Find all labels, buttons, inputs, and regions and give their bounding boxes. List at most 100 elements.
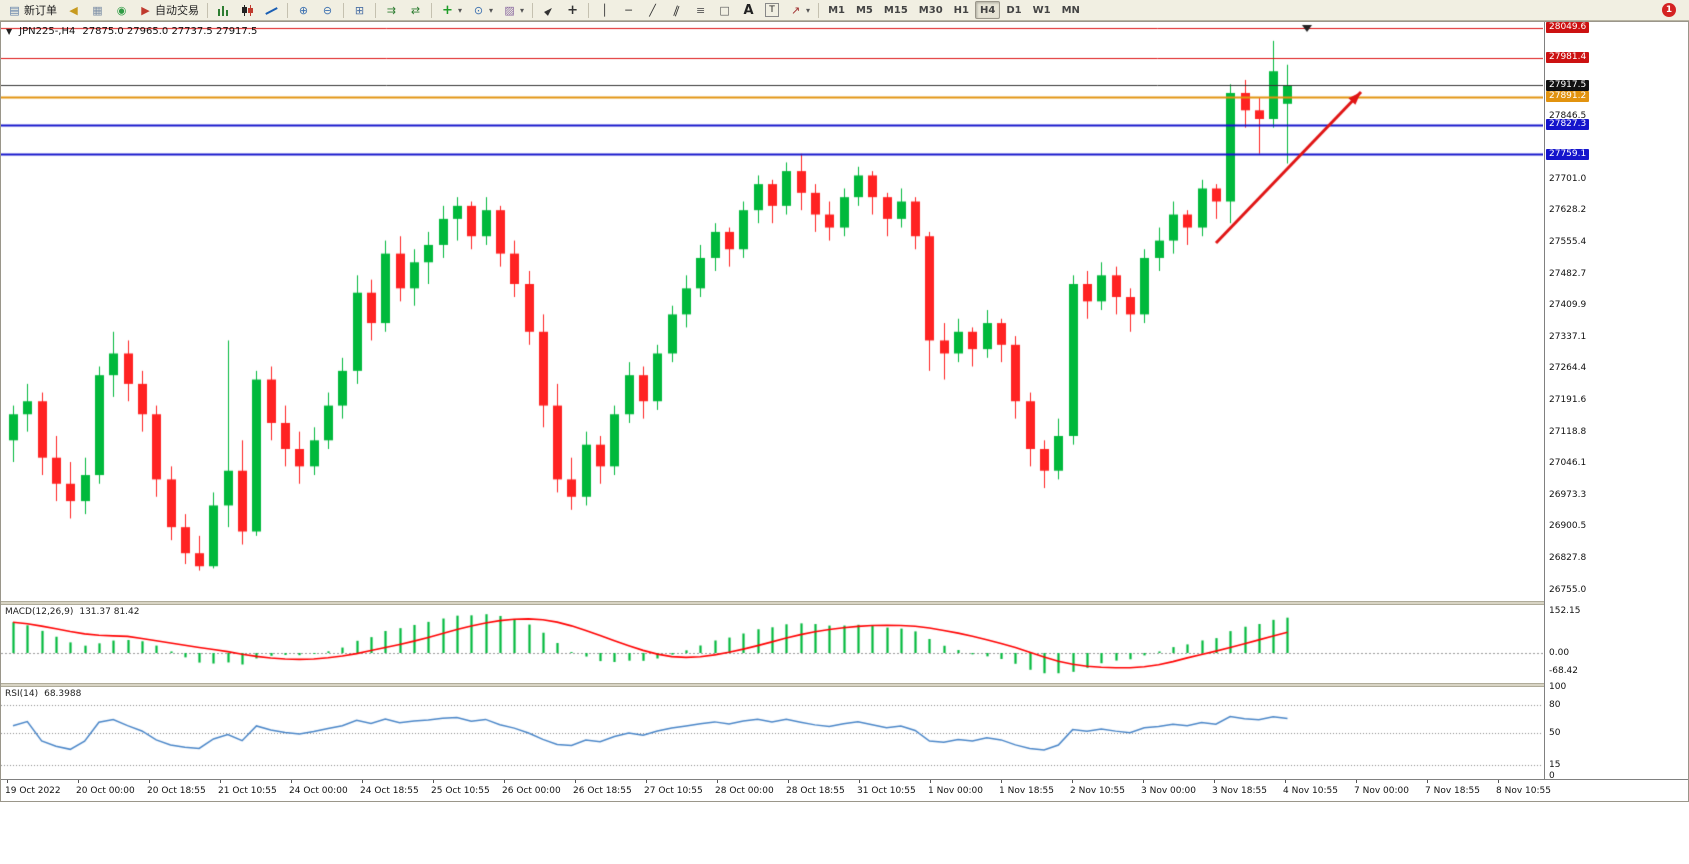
autotrading-button[interactable]: ▶ 自动交易 <box>134 1 203 19</box>
print-button[interactable]: ▦ <box>86 1 109 19</box>
notification-badge[interactable]: 1 <box>1662 3 1676 17</box>
time-tick <box>859 780 860 783</box>
new-order-button-label: 新订单 <box>24 4 57 17</box>
indicators-button[interactable]: + ▾ <box>436 1 466 19</box>
tf-m1-button[interactable]: M1 <box>823 1 850 19</box>
time-tick <box>362 780 363 783</box>
text-button[interactable]: A <box>737 1 760 19</box>
price-label: 27191.6 <box>1549 395 1587 406</box>
cursor-icon: ► <box>540 2 557 18</box>
market-watch-button[interactable]: ◉ <box>110 1 133 19</box>
time-tick <box>433 780 434 783</box>
crosshair-button[interactable]: + <box>561 1 584 19</box>
panel-splitter[interactable] <box>0 683 1689 687</box>
time-label: 3 Nov 18:55 <box>1212 786 1267 796</box>
arrows-button[interactable]: ↗ ▾ <box>784 1 814 19</box>
tf-m30-button[interactable]: M30 <box>914 1 948 19</box>
zoom-in-icon: ⊕ <box>298 3 309 17</box>
time-label: 2 Nov 10:55 <box>1070 786 1125 796</box>
macd-canvas[interactable] <box>1 605 1543 683</box>
chart-shift-button[interactable]: ⇄ <box>404 1 427 19</box>
time-axis[interactable]: 19 Oct 2022 20 Oct 00:00 20 Oct 18:55 21 Oc… <box>0 779 1689 803</box>
tf-m5-button[interactable]: M5 <box>851 1 878 19</box>
zoom-out-button[interactable]: ⊖ <box>316 1 339 19</box>
candlestick-chart-button[interactable] <box>236 1 259 19</box>
cursor-button[interactable]: ► <box>537 1 560 19</box>
chevron-down-icon: ▾ <box>489 5 494 15</box>
price-box-label: 27827.3 <box>1546 119 1590 131</box>
time-tick <box>291 780 292 783</box>
time-label: 26 Oct 00:00 <box>502 786 561 796</box>
price-label: 26973.3 <box>1549 489 1587 500</box>
macd-title: MACD(12,26,9) 131.37 81.42 <box>5 607 139 617</box>
tile-windows-icon: ⊞ <box>354 3 365 17</box>
chevron-down-icon: ▾ <box>806 5 811 15</box>
price-box-label: 27917.5 <box>1546 79 1590 91</box>
tf-m15-button[interactable]: M15 <box>879 1 913 19</box>
tf-m5-button-label: M5 <box>855 4 873 16</box>
shapes-button[interactable]: □ <box>713 1 736 19</box>
trendline-button[interactable]: ╱ <box>641 1 664 19</box>
macd-axis-label: 152.15 <box>1549 606 1581 617</box>
time-tick <box>220 780 221 783</box>
price-label: 27409.9 <box>1549 300 1587 311</box>
tf-m30-button-label: M30 <box>918 4 943 16</box>
periods-button[interactable]: ⊙ ▾ <box>467 1 497 19</box>
line-chart-button[interactable] <box>260 1 283 19</box>
rsi-axis-label: 0 <box>1549 771 1555 781</box>
main-chart-panel: JPN225-,H4 27875.0 27965.0 27737.5 27917… <box>1 22 1543 601</box>
tf-d1-button[interactable]: D1 <box>1001 1 1026 19</box>
time-tick <box>788 780 789 783</box>
price-label: 27046.1 <box>1549 458 1587 469</box>
tile-windows-button[interactable]: ⊞ <box>348 1 371 19</box>
main-chart-canvas[interactable] <box>1 22 1543 601</box>
zoom-in-button[interactable]: ⊕ <box>292 1 315 19</box>
bar-chart-button[interactable] <box>212 1 235 19</box>
time-tick <box>646 780 647 783</box>
time-tick <box>1072 780 1073 783</box>
fibonacci-button[interactable]: ≡ <box>689 1 712 19</box>
horn-icon: ◀ <box>69 3 78 17</box>
price-axis[interactable]: 26755.0 26827.8 26900.5 26973.3 27046.1 27118… <box>1544 22 1689 781</box>
tf-h1-button-label: H1 <box>953 4 969 16</box>
toolbar-separator <box>532 2 534 18</box>
new-order-button[interactable]: ▤ 新订单 <box>3 1 61 19</box>
tf-h1-button[interactable]: H1 <box>949 1 974 19</box>
time-tick <box>149 780 150 783</box>
rsi-canvas[interactable] <box>1 687 1543 779</box>
time-label: 21 Oct 10:55 <box>218 786 277 796</box>
hline-button[interactable]: ─ <box>617 1 640 19</box>
vline-icon: │ <box>601 3 608 17</box>
tf-mn-button[interactable]: MN <box>1057 1 1085 19</box>
vline-button[interactable]: │ <box>593 1 616 19</box>
line-chart-icon <box>264 3 279 18</box>
time-label: 20 Oct 00:00 <box>76 786 135 796</box>
time-tick <box>717 780 718 783</box>
toolbar-separator <box>431 2 432 18</box>
tf-w1-button[interactable]: W1 <box>1028 1 1056 19</box>
tf-h4-button[interactable]: H4 <box>974 1 1001 19</box>
trendline-icon: ╱ <box>649 3 656 17</box>
chevron-down-icon: ▾ <box>520 5 525 15</box>
auto-scroll-button[interactable]: ⇉ <box>380 1 403 19</box>
time-tick <box>1214 780 1215 783</box>
channel-icon: ∥ <box>671 2 682 18</box>
channel-button[interactable]: ∥ <box>665 1 688 19</box>
rsi-axis-label: 15 <box>1549 759 1561 770</box>
price-box-label: 28049.6 <box>1546 22 1590 34</box>
toolbar: ▤ 新订单 ◀ ▦ ◉ ▶ 自动交易 ⊕ ⊖ ⊞ ⇉ ⇄ + ▾ ⊙ ▾ ▨ ▾ ► + │ ─ ╱ ∥ ≡ □ A T ↗ ▾ M1 M5 M… <box>0 0 1689 21</box>
panel-splitter[interactable] <box>0 601 1689 605</box>
price-label: 26900.5 <box>1549 521 1587 532</box>
candlestick-icon <box>240 2 255 18</box>
price-box-label: 27981.4 <box>1546 52 1590 64</box>
label-button[interactable]: T <box>761 1 783 19</box>
time-tick <box>504 780 505 783</box>
rsi-axis-label: 100 <box>1549 681 1567 692</box>
form-icon: ▤ <box>9 3 20 17</box>
chevron-down-icon[interactable] <box>6 27 12 36</box>
tf-w1-button-label: W1 <box>1032 4 1051 16</box>
alerts-button[interactable]: ◀ <box>62 1 85 19</box>
templates-button[interactable]: ▨ ▾ <box>498 1 528 19</box>
price-label: 27264.4 <box>1549 363 1587 374</box>
macd-panel: MACD(12,26,9) 131.37 81.42 <box>1 605 1543 683</box>
